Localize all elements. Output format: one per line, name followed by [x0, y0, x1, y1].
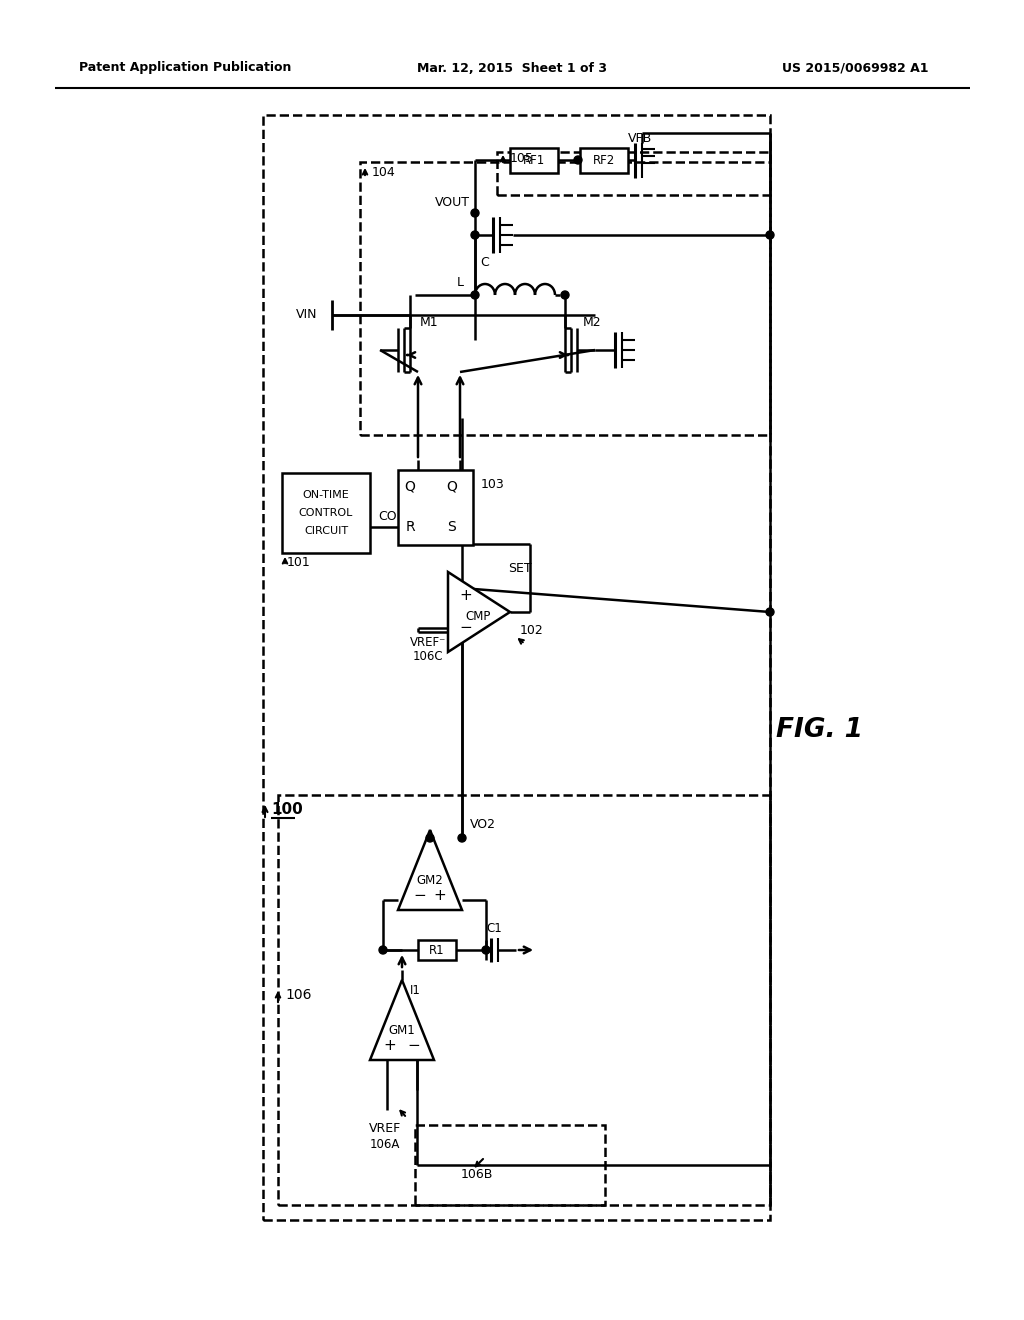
Bar [278, 795, 770, 1205]
Text: 106B: 106B [461, 1168, 494, 1181]
Text: GM2: GM2 [417, 874, 443, 887]
Text: FIG. 1: FIG. 1 [776, 717, 863, 743]
Circle shape [766, 231, 774, 239]
Polygon shape [370, 979, 434, 1060]
Text: VOUT: VOUT [435, 195, 470, 209]
Text: VFB: VFB [628, 132, 652, 144]
Text: S: S [447, 520, 457, 535]
Text: −: − [408, 1038, 421, 1052]
Circle shape [471, 209, 479, 216]
Text: 102: 102 [520, 623, 544, 636]
Text: C1: C1 [486, 921, 502, 935]
Text: SET: SET [508, 561, 531, 574]
Text: VIN: VIN [296, 309, 317, 322]
Circle shape [561, 290, 569, 300]
Text: C: C [480, 256, 489, 269]
Bar [497, 152, 770, 195]
Text: CO: CO [379, 511, 397, 524]
Text: M2: M2 [583, 315, 602, 329]
Text: 103: 103 [481, 478, 505, 491]
Circle shape [471, 290, 479, 300]
Text: 106A: 106A [370, 1138, 400, 1151]
Text: RF2: RF2 [593, 153, 615, 166]
Text: ON-TIME: ON-TIME [303, 490, 349, 500]
Text: VREF⁻: VREF⁻ [410, 635, 446, 648]
Text: VO2: VO2 [470, 818, 496, 832]
Bar [282, 473, 370, 553]
Circle shape [426, 834, 434, 842]
Bar [580, 148, 628, 173]
Text: R: R [406, 520, 415, 535]
Polygon shape [398, 830, 462, 909]
Bar [510, 148, 558, 173]
Bar [263, 115, 770, 1220]
Polygon shape [449, 572, 510, 652]
Text: Mar. 12, 2015  Sheet 1 of 3: Mar. 12, 2015 Sheet 1 of 3 [417, 62, 607, 74]
Bar [418, 940, 456, 960]
Text: CIRCUIT: CIRCUIT [304, 525, 348, 536]
Text: Q: Q [404, 480, 416, 494]
Text: RF1: RF1 [523, 153, 545, 166]
Text: US 2015/0069982 A1: US 2015/0069982 A1 [781, 62, 928, 74]
Text: +: + [433, 887, 446, 903]
Circle shape [458, 834, 466, 842]
Text: L: L [457, 276, 464, 289]
Text: 104: 104 [372, 165, 395, 178]
Text: 105: 105 [510, 152, 534, 165]
Text: +: + [384, 1038, 396, 1052]
Text: CONTROL: CONTROL [299, 508, 353, 517]
Text: VREF: VREF [369, 1122, 401, 1134]
Circle shape [766, 609, 774, 616]
Text: 106: 106 [285, 987, 311, 1002]
Text: 100: 100 [271, 803, 303, 817]
Text: −: − [460, 620, 472, 635]
Text: GM1: GM1 [389, 1023, 416, 1036]
Bar [415, 1125, 605, 1205]
Text: Patent Application Publication: Patent Application Publication [79, 62, 291, 74]
Text: R1: R1 [429, 944, 444, 957]
Circle shape [574, 156, 582, 164]
Bar [398, 470, 473, 545]
Circle shape [471, 231, 479, 239]
Text: +: + [460, 589, 472, 603]
Text: I1: I1 [410, 983, 421, 997]
Text: Q: Q [446, 480, 458, 494]
Text: M1: M1 [420, 315, 438, 329]
Text: 106C: 106C [413, 649, 443, 663]
Bar [360, 162, 770, 436]
Text: CMP: CMP [465, 610, 490, 623]
Text: 101: 101 [287, 556, 310, 569]
Circle shape [379, 946, 387, 954]
Circle shape [482, 946, 490, 954]
Text: −: − [414, 887, 426, 903]
